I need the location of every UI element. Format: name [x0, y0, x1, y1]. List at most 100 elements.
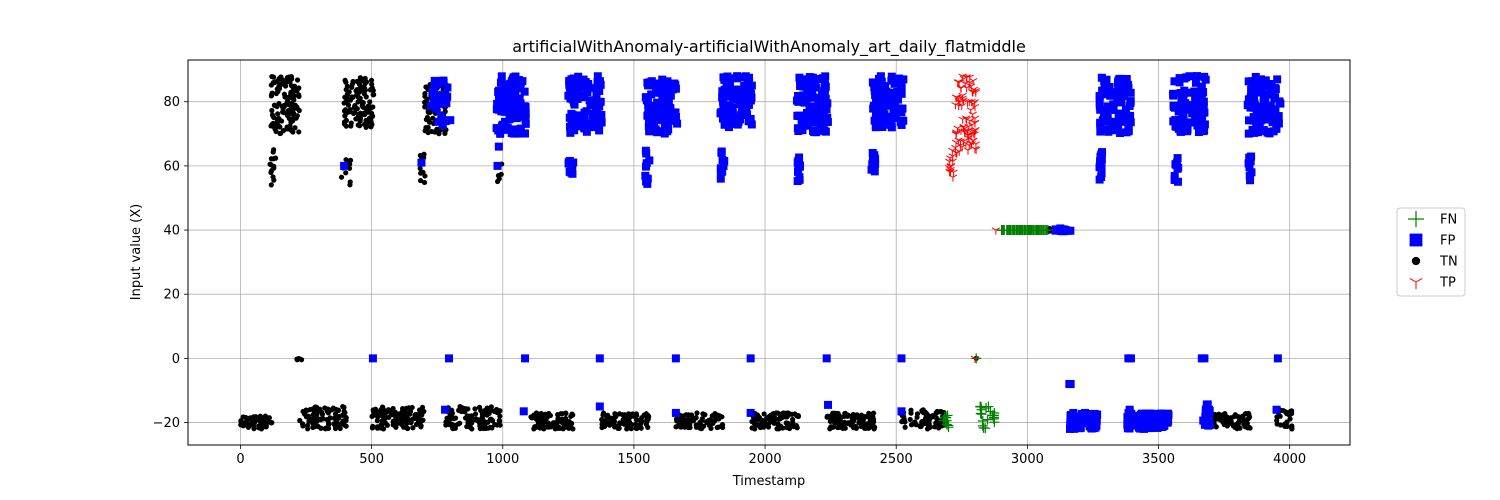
fp-point [1106, 122, 1115, 131]
tn-point [294, 77, 301, 83]
fp-point [644, 104, 653, 113]
fp-point [795, 173, 804, 182]
fp-point [493, 161, 502, 170]
fp-point [893, 88, 902, 97]
y-tick-label: −20 [153, 416, 180, 431]
tn-point [410, 425, 416, 431]
fp-point [650, 79, 659, 88]
tn-point [275, 111, 281, 117]
fp-point [643, 111, 652, 120]
tn-point [335, 407, 342, 413]
tn-point [708, 425, 714, 431]
tp-point [967, 83, 976, 91]
tn-point [317, 406, 323, 412]
fp-point [1174, 124, 1183, 133]
tn-point [899, 419, 905, 425]
fp-point [1117, 97, 1126, 106]
fp-point [818, 107, 827, 116]
tp-point [963, 128, 972, 136]
tn-point [347, 179, 353, 185]
fp-point [1246, 176, 1255, 185]
fp-point [1181, 99, 1190, 108]
fp-point [807, 88, 816, 97]
tn-point [268, 82, 274, 88]
fp-point [823, 117, 832, 126]
tp-point [962, 74, 971, 83]
tn-point [369, 110, 375, 117]
tn-point [361, 78, 367, 84]
tn-point [356, 81, 362, 87]
fp-point [1186, 118, 1195, 127]
tn-point [629, 413, 635, 419]
fp-point [1083, 419, 1092, 428]
fp-point [1261, 82, 1270, 91]
tp-point [953, 125, 962, 133]
fp-point [645, 78, 654, 87]
fn-point [976, 404, 987, 415]
fp-point [717, 108, 726, 117]
tn-point [287, 126, 293, 132]
fp-point [873, 98, 882, 107]
fp-point [795, 153, 804, 162]
fp-point [577, 78, 586, 87]
tn-point [472, 406, 478, 412]
tn-point [790, 419, 796, 425]
fp-point [808, 73, 817, 82]
fp-point [1104, 127, 1113, 136]
fp-point [744, 117, 753, 126]
fp-point [1145, 413, 1154, 422]
fp-point [593, 72, 602, 81]
fp-point [1271, 105, 1280, 114]
tn-point [690, 416, 696, 422]
tn-point [469, 420, 475, 426]
fp-point [1058, 226, 1067, 235]
fp-point [887, 123, 896, 132]
tn-point [404, 420, 410, 427]
tn-point [1212, 414, 1218, 420]
fp-point [1261, 115, 1270, 124]
fp-point [810, 128, 819, 137]
tn-point [698, 422, 704, 428]
tn-point [760, 424, 767, 430]
tn-point [934, 409, 940, 416]
tn-point [297, 417, 303, 424]
fp-point [809, 118, 818, 127]
tn-point [902, 424, 908, 430]
fp-point [1175, 78, 1184, 87]
fp-point [1259, 97, 1268, 106]
fp-point [671, 354, 680, 363]
fp-point [580, 108, 589, 117]
fp-point [810, 79, 819, 88]
fn-point [941, 412, 952, 423]
tp-point [948, 174, 958, 182]
tn-point [497, 408, 503, 414]
fp-point [887, 76, 896, 85]
fp-point [1163, 413, 1172, 422]
tn-point [1283, 410, 1290, 416]
fp-point [1191, 78, 1200, 87]
fp-point [724, 108, 733, 117]
tn-point [457, 420, 463, 426]
fp-point [746, 354, 755, 363]
fp-point [1099, 125, 1108, 134]
fp-point [438, 94, 447, 103]
tn-point [418, 170, 424, 176]
fp-point [735, 100, 744, 109]
tn-point [842, 410, 848, 417]
series-tn [238, 73, 1295, 432]
tp-point [946, 168, 955, 177]
fp-point [575, 121, 584, 130]
legend-item-fp: FP [1409, 234, 1455, 249]
axes: 0 500 1000 1500 2000 2500 3000 3500 4000 −20 0 20 40… [153, 95, 1307, 467]
tn-point [362, 112, 368, 118]
fp-point [572, 84, 581, 93]
legend-label: FN [1440, 213, 1457, 228]
fp-point [1100, 89, 1109, 98]
tn-point [1289, 424, 1295, 430]
fp-point [656, 113, 665, 122]
fp-point [816, 118, 825, 127]
fp-point [1069, 408, 1078, 417]
tn-point [785, 420, 791, 426]
tn-point [368, 124, 374, 130]
fp-point [815, 101, 824, 110]
